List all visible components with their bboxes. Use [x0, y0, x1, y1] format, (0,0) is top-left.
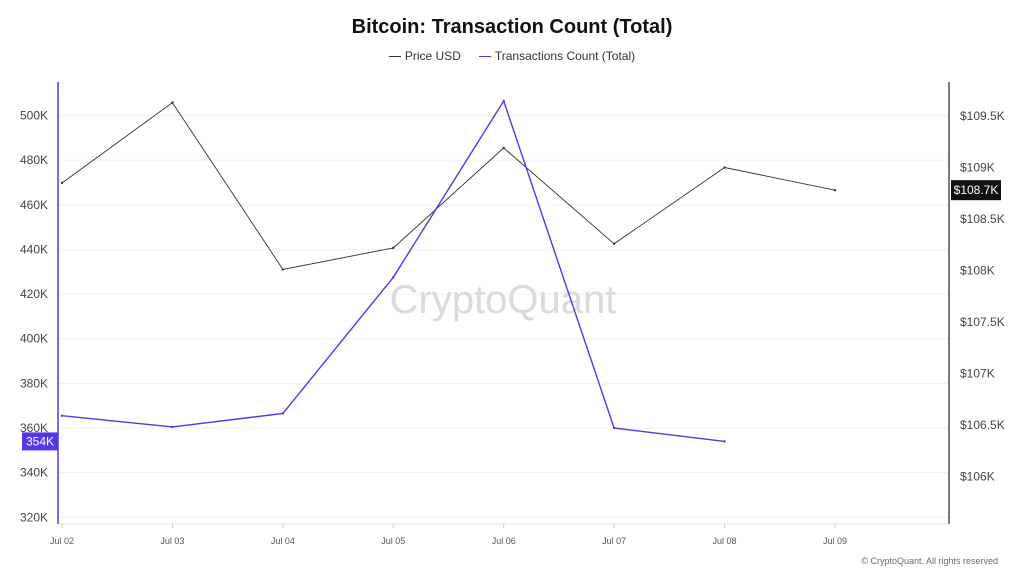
left-tick-label: 420K — [20, 287, 48, 301]
x-tick-label: Jul 04 — [271, 536, 295, 546]
legend-item-price[interactable]: Price USD — [388, 49, 461, 63]
transactions-point[interactable] — [281, 412, 285, 415]
transactions-count-line[interactable] — [61, 99, 725, 443]
left-tick-label: 500K — [20, 108, 48, 122]
x-tick-label: Jul 08 — [713, 536, 737, 546]
right-tick-label: $106K — [960, 470, 995, 484]
left-tick-label: 320K — [20, 510, 48, 524]
copyright-notice: © CryptoQuant. All rights reserved — [861, 556, 998, 566]
price-point[interactable] — [392, 246, 395, 250]
right-tick-label: $108.5K — [960, 212, 1005, 226]
legend-item-transactions[interactable]: Transactions Count (Total) — [478, 49, 636, 63]
transactions-point[interactable] — [723, 440, 726, 443]
price-point[interactable] — [612, 242, 616, 245]
series-lines — [60, 99, 837, 443]
left-tick-label: 400K — [20, 332, 48, 346]
transactions-point[interactable] — [392, 276, 395, 279]
left-tick-label: 480K — [20, 153, 48, 167]
x-tick-label: Jul 02 — [50, 536, 74, 546]
left-tick-label: 440K — [20, 242, 48, 256]
transactions-point[interactable] — [60, 414, 64, 417]
x-tick-label: Jul 07 — [602, 536, 626, 546]
current-transactions-label: 354K — [26, 434, 54, 448]
x-tick-label: Jul 03 — [160, 536, 184, 546]
price-point[interactable] — [281, 268, 285, 271]
legend-swatch-transactions — [478, 55, 491, 57]
left-tick-label: 460K — [20, 198, 48, 212]
current-price-marker — [951, 180, 1001, 201]
right-tick-label: $108K — [960, 264, 995, 278]
transactions-point[interactable] — [171, 425, 174, 429]
current-transactions-marker — [22, 432, 58, 451]
x-tick-label: Jul 06 — [492, 536, 516, 546]
transactions-point[interactable] — [502, 99, 505, 103]
x-tick-label: Jul 09 — [823, 536, 847, 546]
price-point[interactable] — [502, 146, 505, 150]
price-point[interactable] — [171, 101, 174, 104]
x-tick-label: Jul 05 — [381, 536, 405, 546]
price-usd-line[interactable] — [61, 101, 836, 270]
current-price-label: $108.7K — [954, 183, 999, 197]
right-tick-label: $109K — [960, 161, 995, 175]
tick-labels: 320K 340K 360K 380K 400K 420K 440K 460K 480K 500K… — [20, 108, 1005, 546]
watermark: CryptoQuant — [390, 278, 617, 322]
price-point[interactable] — [60, 181, 64, 185]
chart-title: Bitcoin: Transaction Count (Total) — [351, 16, 673, 38]
left-tick-label: 340K — [20, 466, 48, 480]
legend: Price USD Transactions Count (Total) — [0, 49, 1024, 63]
right-tick-label: $107.5K — [960, 315, 1005, 329]
transactions-point[interactable] — [612, 426, 616, 430]
right-tick-label: $106.5K — [960, 418, 1005, 432]
right-tick-label: $109.5K — [960, 109, 1005, 123]
legend-label-price: Price USD — [404, 49, 461, 63]
left-tick-label: 360K — [20, 421, 48, 435]
grid-lines — [58, 114, 949, 518]
left-tick-label: 380K — [20, 376, 48, 390]
current-value-markers: 354K $108.7K — [22, 180, 1001, 451]
price-point[interactable] — [833, 188, 837, 192]
legend-swatch-price — [388, 55, 401, 57]
right-tick-label: $107K — [960, 367, 995, 381]
price-point[interactable] — [723, 166, 726, 169]
legend-label-transactions: Transactions Count (Total) — [494, 49, 636, 63]
